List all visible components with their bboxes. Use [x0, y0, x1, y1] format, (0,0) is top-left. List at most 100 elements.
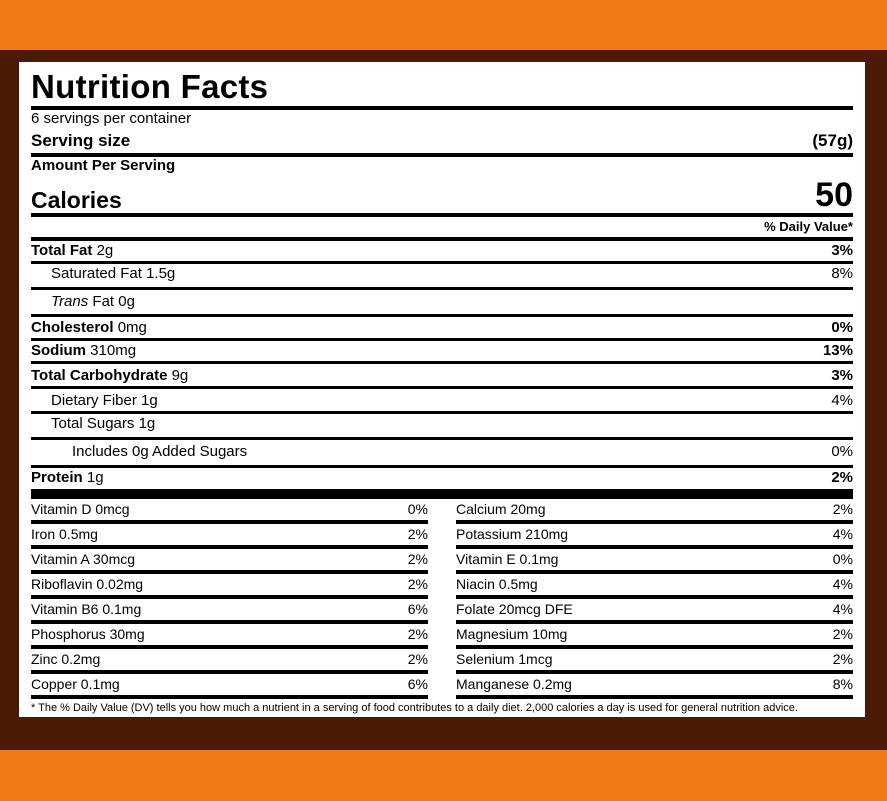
vitamin-label: Folate 20mcg DFE — [456, 601, 573, 617]
divider — [456, 695, 853, 699]
vitamin-dv: 2% — [832, 651, 853, 667]
nutrient-dv: 4% — [831, 392, 853, 409]
nutrient-name: Sodium — [31, 342, 86, 359]
nutrient-row-cholesterol: Cholesterol 0mg 0% — [31, 318, 853, 338]
divider — [31, 695, 428, 699]
divider — [456, 545, 853, 549]
divider — [31, 595, 428, 599]
nutrient-name-rest: Fat — [92, 293, 115, 310]
vitamins-column-left: Vitamin D 0mcg 0% Iron 0.5mg 2% Vitamin A 30… — [31, 499, 428, 699]
divider — [31, 545, 428, 549]
vitamin-row: Folate 20mcg DFE 4% — [456, 599, 853, 620]
vitamin-label: Magnesium 10mg — [456, 626, 568, 642]
vitamin-row: Manganese 0.2mg 8% — [456, 674, 853, 695]
vitamin-label: Vitamin B6 0.1mg — [31, 601, 142, 617]
divider — [31, 153, 853, 157]
divider — [456, 570, 853, 574]
vitamin-label: Iron 0.5mg — [31, 526, 98, 542]
nutrient-row-total-fat: Total Fat 2g 3% — [31, 241, 853, 261]
divider — [456, 620, 853, 624]
divider — [31, 520, 428, 524]
vitamin-dv: 2% — [407, 651, 428, 667]
divider — [31, 645, 428, 649]
amount-per-serving: Amount Per Serving — [31, 157, 176, 174]
vitamin-row: Vitamin D 0mcg 0% — [31, 499, 428, 520]
nutrient-name: Dietary Fiber — [51, 392, 137, 409]
vitamin-row: Zinc 0.2mg 2% — [31, 649, 428, 670]
divider — [456, 645, 853, 649]
nutrient-name: Total Fat — [31, 242, 93, 259]
divider — [31, 213, 853, 217]
nutrient-amount: 0mg — [117, 319, 147, 336]
divider — [31, 261, 853, 264]
nutrient-row-dietary-fiber: Dietary Fiber 1g 4% — [31, 391, 853, 411]
vitamins-grid: Vitamin D 0mcg 0% Iron 0.5mg 2% Vitamin A 30… — [31, 499, 853, 699]
nutrient-amount: 310mg — [90, 342, 137, 359]
nutrient-dv: 3% — [831, 242, 853, 259]
vitamin-label: Selenium 1mcg — [456, 651, 553, 667]
vitamin-dv: 2% — [832, 626, 853, 642]
divider — [31, 237, 853, 241]
label-title: Nutrition Facts — [31, 68, 269, 105]
divider — [31, 670, 428, 674]
vitamin-row: Niacin 0.5mg 4% — [456, 574, 853, 595]
vitamin-row: Vitamin B6 0.1mg 6% — [31, 599, 428, 620]
divider — [31, 386, 853, 389]
vitamin-row: Phosphorus 30mg 2% — [31, 624, 428, 645]
daily-value-header: % Daily Value* — [764, 219, 853, 234]
nutrient-name: Saturated Fat — [51, 265, 142, 282]
vitamin-row: Calcium 20mg 2% — [456, 499, 853, 520]
serving-size-row: Serving size (57g) — [31, 128, 853, 153]
vitamins-column-right: Calcium 20mg 2% Potassium 210mg 4% Vitamin E… — [456, 499, 853, 699]
calories-value: 50 — [815, 176, 853, 214]
nutrient-name: Total Sugars — [51, 415, 135, 432]
nutrient-amount: 9g — [171, 367, 189, 384]
divider — [31, 411, 853, 414]
divider — [31, 620, 428, 624]
serving-size-label: Serving size — [31, 131, 131, 150]
vitamin-dv: 4% — [832, 526, 853, 542]
divider — [31, 338, 853, 341]
nutrient-dv: 8% — [831, 265, 853, 282]
vitamin-label: Niacin 0.5mg — [456, 576, 538, 592]
nutrient-name: Cholesterol — [31, 319, 114, 336]
vitamin-label: Potassium 210mg — [456, 526, 569, 542]
nutrient-amount: 0g — [118, 293, 135, 310]
nutrient-amount: 1g — [86, 469, 104, 486]
divider — [31, 314, 853, 317]
divider — [31, 465, 853, 468]
vitamin-dv: 0% — [407, 501, 428, 517]
divider — [31, 287, 853, 290]
vitamin-dv: 2% — [407, 526, 428, 542]
vitamin-label: Zinc 0.2mg — [31, 651, 101, 667]
nutrient-name: Total Carbohydrate — [31, 367, 168, 384]
vitamin-dv: 2% — [832, 501, 853, 517]
footnote: * The % Daily Value (DV) tells you how m… — [31, 702, 798, 714]
nutrient-amount: 2g — [96, 242, 114, 259]
servings-per-container: 6 servings per container — [31, 110, 192, 127]
vitamin-row: Riboflavin 0.02mg 2% — [31, 574, 428, 595]
vitamin-dv: 2% — [407, 576, 428, 592]
vitamin-row: Potassium 210mg 4% — [456, 524, 853, 545]
nutrient-dv: 3% — [831, 367, 853, 384]
vitamin-row: Vitamin A 30mcg 2% — [31, 549, 428, 570]
nutrient-row-sodium: Sodium 310mg 13% — [31, 341, 853, 361]
vitamin-row: Magnesium 10mg 2% — [456, 624, 853, 645]
nutrition-label: Nutrition Facts 6 servings per container… — [19, 62, 865, 717]
vitamin-dv: 2% — [407, 551, 428, 567]
vitamin-row: Iron 0.5mg 2% — [31, 524, 428, 545]
calories-row: Calories 50 — [31, 175, 853, 213]
divider — [31, 361, 853, 364]
vitamin-dv: 2% — [407, 626, 428, 642]
vitamin-label: Vitamin A 30mcg — [31, 551, 136, 567]
divider — [456, 670, 853, 674]
vitamin-label: Vitamin E 0.1mg — [456, 551, 559, 567]
serving-size-value: (57g) — [812, 131, 853, 150]
divider — [31, 106, 853, 110]
vitamin-label: Copper 0.1mg — [31, 676, 120, 692]
vitamin-dv: 8% — [832, 676, 853, 692]
nutrient-row-total-carbohydrate: Total Carbohydrate 9g 3% — [31, 366, 853, 386]
vitamin-label: Manganese 0.2mg — [456, 676, 572, 692]
nutrient-dv: 2% — [831, 469, 853, 486]
nutrient-name: Trans — [51, 293, 89, 310]
